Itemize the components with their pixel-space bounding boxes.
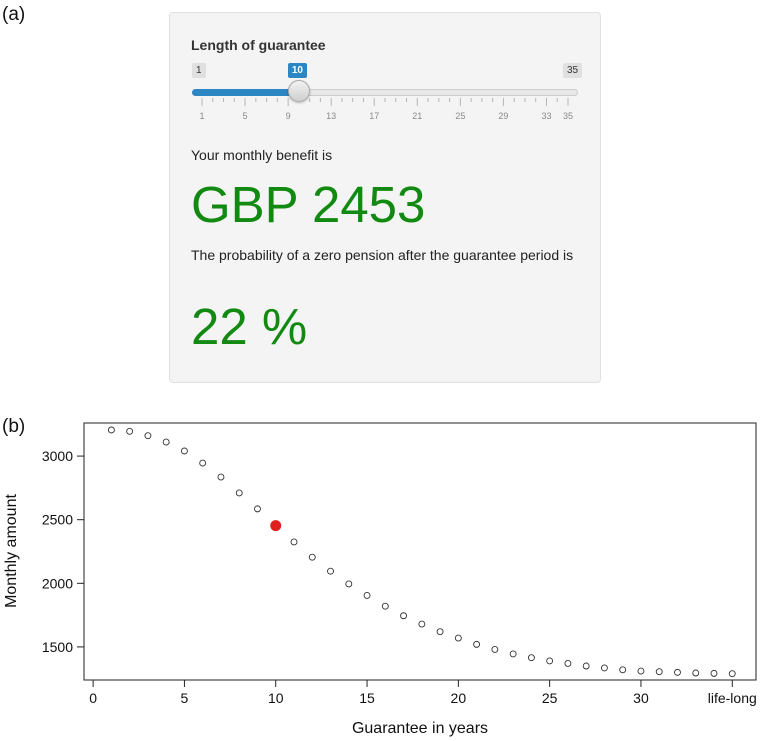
data-point (180, 447, 188, 455)
data-point (418, 620, 426, 628)
slider-max-badge: 35 (563, 63, 583, 78)
x-tick-label: 20 (451, 690, 467, 706)
y-tick-label: 3000 (42, 448, 73, 464)
panel-a-label: (a) (2, 4, 26, 25)
x-axis-title: Guarantee in years (352, 720, 488, 737)
probability-value: 22 % (191, 298, 308, 355)
slider-tick-label: 1 (199, 111, 205, 121)
data-point (655, 668, 663, 676)
widget-title: Length of guarantee (191, 37, 326, 53)
y-tick-label: 2000 (42, 575, 73, 591)
probability-label: The probability of a zero pension after … (191, 247, 574, 263)
data-point (290, 538, 298, 546)
x-tick-label: 10 (268, 690, 284, 706)
data-point (217, 473, 225, 481)
data-point (107, 426, 115, 434)
y-axis-title: Monthly amount (3, 494, 20, 608)
data-point (491, 646, 499, 653)
slider-tick-label: 17 (369, 111, 380, 121)
highlighted-data-point (270, 520, 282, 532)
x-tick-label: 30 (633, 690, 649, 706)
data-point (436, 628, 444, 636)
y-axis: 1500 2000 2500 3000 (42, 448, 84, 655)
plot-frame (83, 422, 757, 681)
data-point (235, 489, 243, 497)
data-point (600, 664, 608, 672)
data-point (162, 438, 170, 446)
data-point (509, 650, 517, 658)
x-tick-label: 0 (89, 690, 97, 706)
data-point (327, 567, 334, 575)
benefit-value: GBP 2453 (191, 176, 426, 233)
data-point (308, 553, 316, 561)
data-point (527, 654, 535, 662)
data-point (546, 657, 554, 665)
data-point (564, 660, 572, 667)
data-point (126, 427, 134, 435)
data-point (454, 634, 462, 642)
x-axis: 0 5 10 15 20 25 30 life-long (89, 680, 757, 706)
data-point (144, 432, 152, 440)
data-point (637, 667, 645, 675)
data-point (345, 580, 353, 588)
data-point (619, 666, 627, 674)
data-point (363, 591, 371, 599)
data-point (254, 505, 261, 513)
slider-tick-label: 25 (455, 111, 466, 121)
slider-tick-label: 5 (242, 111, 248, 121)
data-points (107, 426, 736, 678)
slider-tick-label: 21 (412, 111, 423, 121)
panel-b-label: (b) (2, 416, 26, 437)
slider-value-badge: 10 (287, 63, 307, 78)
slider-tick-label: 35 (562, 111, 574, 121)
x-tick-label: life-long (708, 690, 757, 706)
x-tick-label: 25 (542, 690, 558, 706)
benefit-label: Your monthly benefit is (191, 147, 333, 163)
data-point (692, 669, 700, 677)
data-point (381, 602, 389, 610)
data-point (400, 612, 408, 620)
slider-min-badge: 1 (192, 63, 206, 78)
x-tick-label: 5 (181, 690, 189, 706)
data-point (710, 669, 718, 677)
data-point (582, 662, 590, 670)
x-tick-label: 15 (359, 690, 375, 706)
data-point (199, 459, 207, 467)
data-point (473, 640, 481, 648)
slider-tick-label: 29 (498, 111, 509, 121)
slider-fill (192, 89, 299, 96)
data-point (728, 670, 736, 678)
slider-tick-label: 33 (541, 111, 552, 121)
y-tick-label: 2500 (42, 512, 73, 528)
slider-tick-label: 9 (285, 111, 291, 121)
slider-handle[interactable] (287, 80, 310, 102)
y-tick-label: 1500 (42, 639, 73, 655)
slider-tick-label: 13 (326, 111, 337, 121)
guarantee-widget-card: Length of guarantee 1 10 35 1 5 9 13 17 21 25 2… (169, 12, 601, 383)
data-point (674, 668, 681, 676)
